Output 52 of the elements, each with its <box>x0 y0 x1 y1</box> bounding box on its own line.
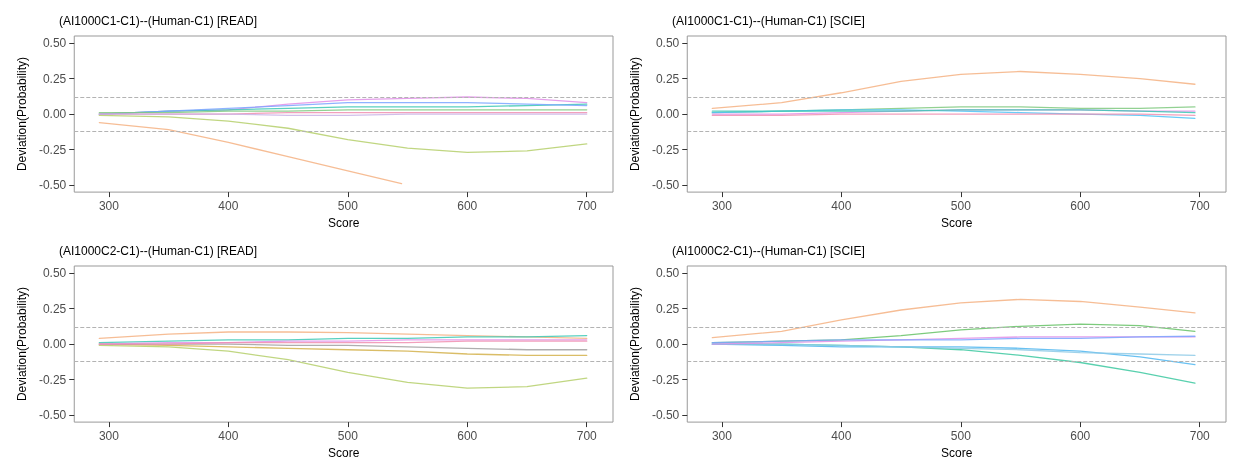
x-tick-label: 700 <box>576 429 598 444</box>
y-tick-label: 0.50 <box>655 36 680 51</box>
x-tick-label: 300 <box>98 429 120 444</box>
y-tick-label: -0.25 <box>38 142 67 157</box>
y-tick-label: -0.50 <box>651 408 680 422</box>
x-tick-label: 400 <box>831 429 852 444</box>
x-tick-label: 700 <box>576 199 598 214</box>
x-tick-label: 300 <box>711 429 733 444</box>
x-tick-label: 500 <box>337 199 359 214</box>
y-tick-label: -0.25 <box>651 372 680 387</box>
y-tick-label: 0.25 <box>655 301 680 316</box>
x-tick-label: 600 <box>457 199 478 214</box>
y-tick-label: -0.25 <box>651 142 680 157</box>
y-tick-label: 0.00 <box>42 107 67 122</box>
chart-title: (AI1000C1-C1)--(Human-C1) [SCIE] <box>672 14 865 28</box>
y-tick-label: 0.25 <box>42 301 67 316</box>
y-tick-label: 0.50 <box>42 36 67 51</box>
y-tick-label: 0.00 <box>655 337 680 352</box>
x-tick-label: 600 <box>1070 429 1091 444</box>
y-tick-label: -0.50 <box>651 178 680 192</box>
y-tick-label: 0.50 <box>655 266 680 281</box>
y-tick-label: 0.00 <box>42 337 67 352</box>
y-axis-title: Deviation(Probability) <box>15 287 29 402</box>
x-tick-label: 400 <box>218 429 239 444</box>
x-tick-label: 400 <box>831 199 852 214</box>
x-tick-label: 700 <box>1189 199 1211 214</box>
x-tick-label: 500 <box>950 199 972 214</box>
y-tick-label: 0.25 <box>42 71 67 86</box>
x-tick-label: 300 <box>98 199 120 214</box>
chart-title: (AI1000C2-C1)--(Human-C1) [SCIE] <box>672 244 865 258</box>
x-tick-label: 400 <box>218 199 239 214</box>
y-axis-title: Deviation(Probability) <box>628 57 642 172</box>
x-tick-label: 600 <box>1070 199 1091 214</box>
x-axis-title: Score <box>940 446 973 460</box>
x-tick-label: 500 <box>950 429 972 444</box>
y-tick-label: 0.25 <box>655 71 680 86</box>
y-tick-label: 0.50 <box>42 266 67 281</box>
chart-title: (AI1000C1-C1)--(Human-C1) [READ] <box>59 14 258 28</box>
x-tick-label: 600 <box>457 429 478 444</box>
y-axis-title: Deviation(Probability) <box>15 57 29 172</box>
x-tick-label: 700 <box>1189 429 1211 444</box>
y-tick-label: -0.25 <box>38 372 67 387</box>
y-tick-label: -0.50 <box>38 178 67 192</box>
chart-title: (AI1000C2-C1)--(Human-C1) [READ] <box>59 244 258 258</box>
x-axis-title: Score <box>940 216 973 230</box>
x-tick-label: 300 <box>711 199 733 214</box>
x-axis-title: Score <box>327 446 360 460</box>
y-tick-label: -0.50 <box>38 408 67 422</box>
y-axis-title: Deviation(Probability) <box>628 287 642 402</box>
x-axis-title: Score <box>327 216 360 230</box>
y-tick-label: 0.00 <box>655 107 680 122</box>
x-tick-label: 500 <box>337 429 359 444</box>
